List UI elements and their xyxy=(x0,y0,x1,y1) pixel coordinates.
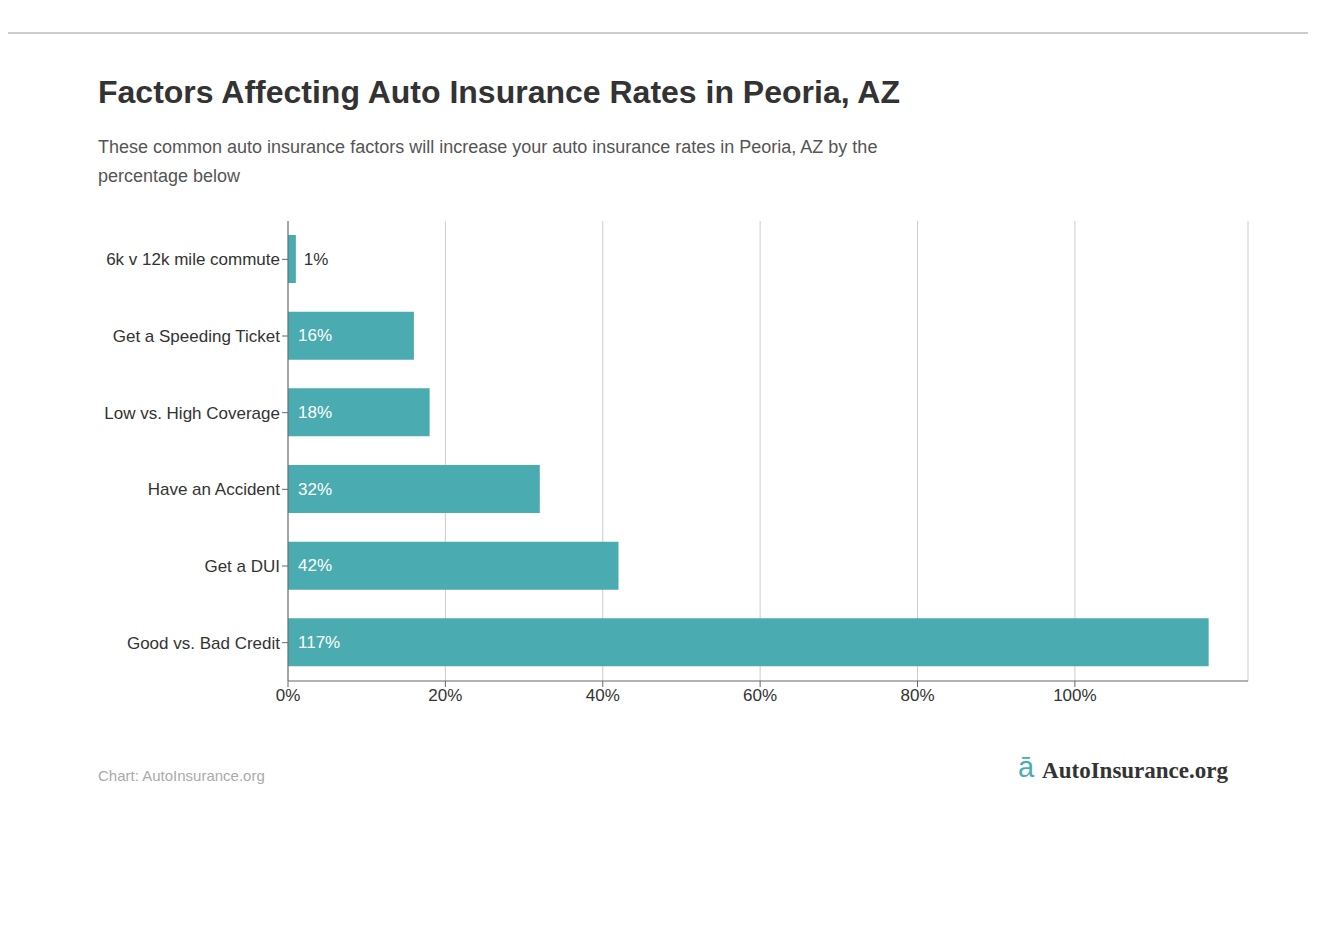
svg-text:32%: 32% xyxy=(298,479,332,498)
svg-text:1%: 1% xyxy=(304,249,329,268)
svg-text:20%: 20% xyxy=(428,686,462,705)
svg-text:100%: 100% xyxy=(1053,686,1096,705)
svg-text:Get a DUI: Get a DUI xyxy=(204,557,280,576)
svg-text:16%: 16% xyxy=(298,326,332,345)
svg-text:117%: 117% xyxy=(298,632,340,651)
html-text:Chart: AutoInsurance.org: Chart: AutoInsurance.org xyxy=(98,766,265,784)
svg-text:Good vs. Bad Credit: Good vs. Bad Credit xyxy=(127,633,280,652)
svg-text:60%: 60% xyxy=(743,686,777,705)
svg-text:42%: 42% xyxy=(298,556,332,575)
html-text:Factors Affecting Auto Insuran: Factors Affecting Auto Insurance Rates i… xyxy=(98,74,900,110)
svg-text:Low vs. High Coverage: Low vs. High Coverage xyxy=(104,403,280,422)
svg-text:6k v 12k mile commute: 6k v 12k mile commute xyxy=(106,250,280,269)
svg-text:40%: 40% xyxy=(586,686,620,705)
svg-text:80%: 80% xyxy=(900,686,934,705)
svg-text:18%: 18% xyxy=(298,402,332,421)
svg-text:Have an Accident: Have an Accident xyxy=(148,480,281,499)
svg-text:Get a Speeding Ticket: Get a Speeding Ticket xyxy=(113,327,281,346)
svg-text:0%: 0% xyxy=(276,686,301,705)
html-text:These common auto insurance fa: These common auto insurance factors will… xyxy=(98,137,878,186)
html-text:ā AutoInsurance.org: ā AutoInsurance.org xyxy=(1017,750,1228,783)
